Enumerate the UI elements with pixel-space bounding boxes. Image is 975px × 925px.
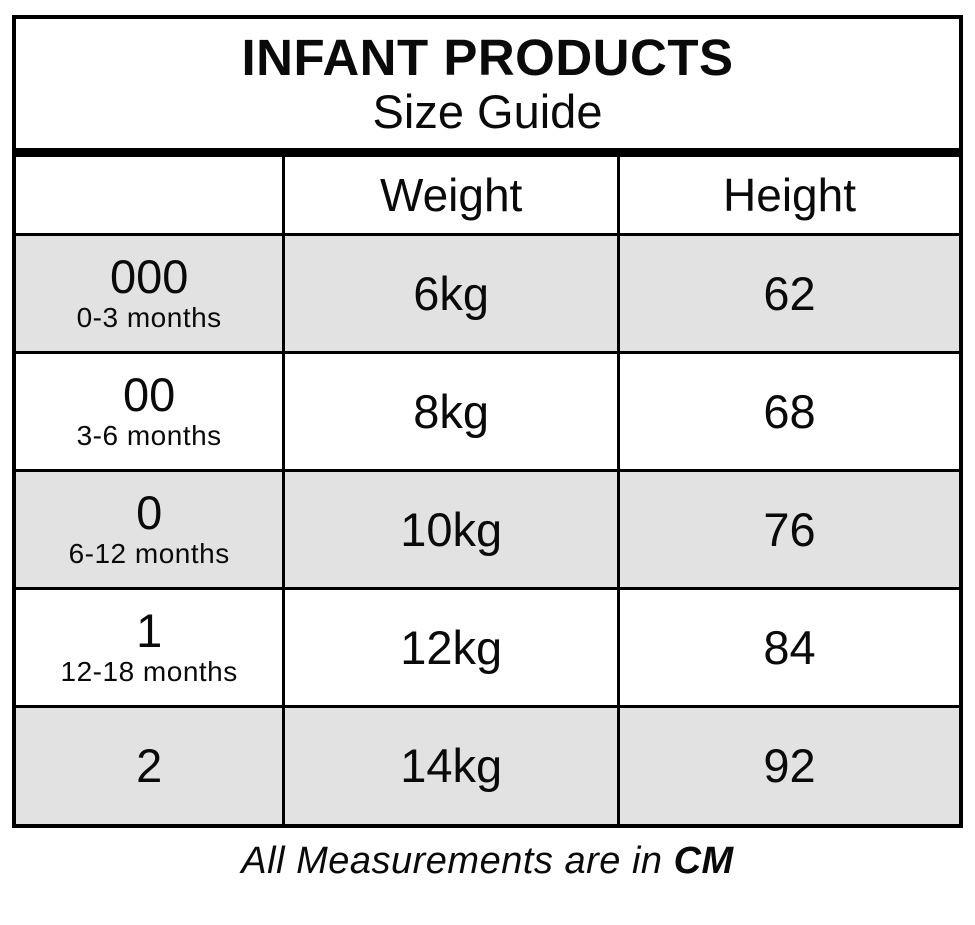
table-row: 2 14kg 92 — [16, 704, 959, 824]
table-row: 1 12-18 months 12kg 84 — [16, 586, 959, 708]
size-table: Weight Height 000 0-3 months 6kg 62 00 — [16, 157, 959, 824]
page-subtitle: Size Guide — [372, 84, 603, 138]
age-range-label: 0-3 months — [76, 301, 222, 333]
height-cell: 68 — [617, 350, 959, 472]
table-row: 0 6-12 months 10kg 76 — [16, 468, 959, 590]
weight-cell: 14kg — [282, 704, 621, 824]
size-label: 000 — [109, 250, 189, 304]
height-cell: 62 — [617, 232, 959, 354]
weight-cell: 6kg — [282, 232, 621, 354]
title-block: INFANT PRODUCTS Size Guide — [16, 19, 959, 157]
size-label: 2 — [136, 739, 163, 793]
age-range-label: 6-12 months — [68, 537, 230, 569]
header-row: Weight Height — [16, 157, 959, 236]
height-cell: 84 — [617, 586, 959, 708]
age-range-label: 3-6 months — [76, 419, 222, 451]
measurements-note: All Measurements are in CM — [12, 840, 963, 883]
header-size-blank — [16, 157, 286, 236]
height-cell: 76 — [617, 468, 959, 590]
height-cell: 92 — [617, 704, 959, 824]
measurements-note-text: All Measurements are in — [241, 840, 674, 882]
header-weight: Weight — [282, 157, 621, 236]
size-cell: 1 12-18 months — [16, 586, 286, 708]
age-range-label: 12-18 months — [60, 655, 238, 687]
weight-cell: 10kg — [282, 468, 621, 590]
weight-cell: 12kg — [282, 586, 621, 708]
measurements-unit: CM — [673, 840, 734, 882]
size-label: 00 — [123, 368, 176, 422]
size-label: 1 — [136, 604, 163, 658]
table-row: 000 0-3 months 6kg 62 — [16, 232, 959, 354]
size-cell: 0 6-12 months — [16, 468, 286, 590]
size-cell: 00 3-6 months — [16, 350, 286, 472]
header-height: Height — [617, 157, 959, 236]
table-row: 00 3-6 months 8kg 68 — [16, 350, 959, 472]
size-guide: INFANT PRODUCTS Size Guide Weight Height… — [12, 15, 963, 883]
size-cell: 2 — [16, 704, 286, 824]
size-label: 0 — [136, 486, 163, 540]
size-guide-table-frame: INFANT PRODUCTS Size Guide Weight Height… — [12, 15, 963, 828]
size-cell: 000 0-3 months — [16, 232, 286, 354]
weight-cell: 8kg — [282, 350, 621, 472]
page-title: INFANT PRODUCTS — [241, 28, 734, 86]
